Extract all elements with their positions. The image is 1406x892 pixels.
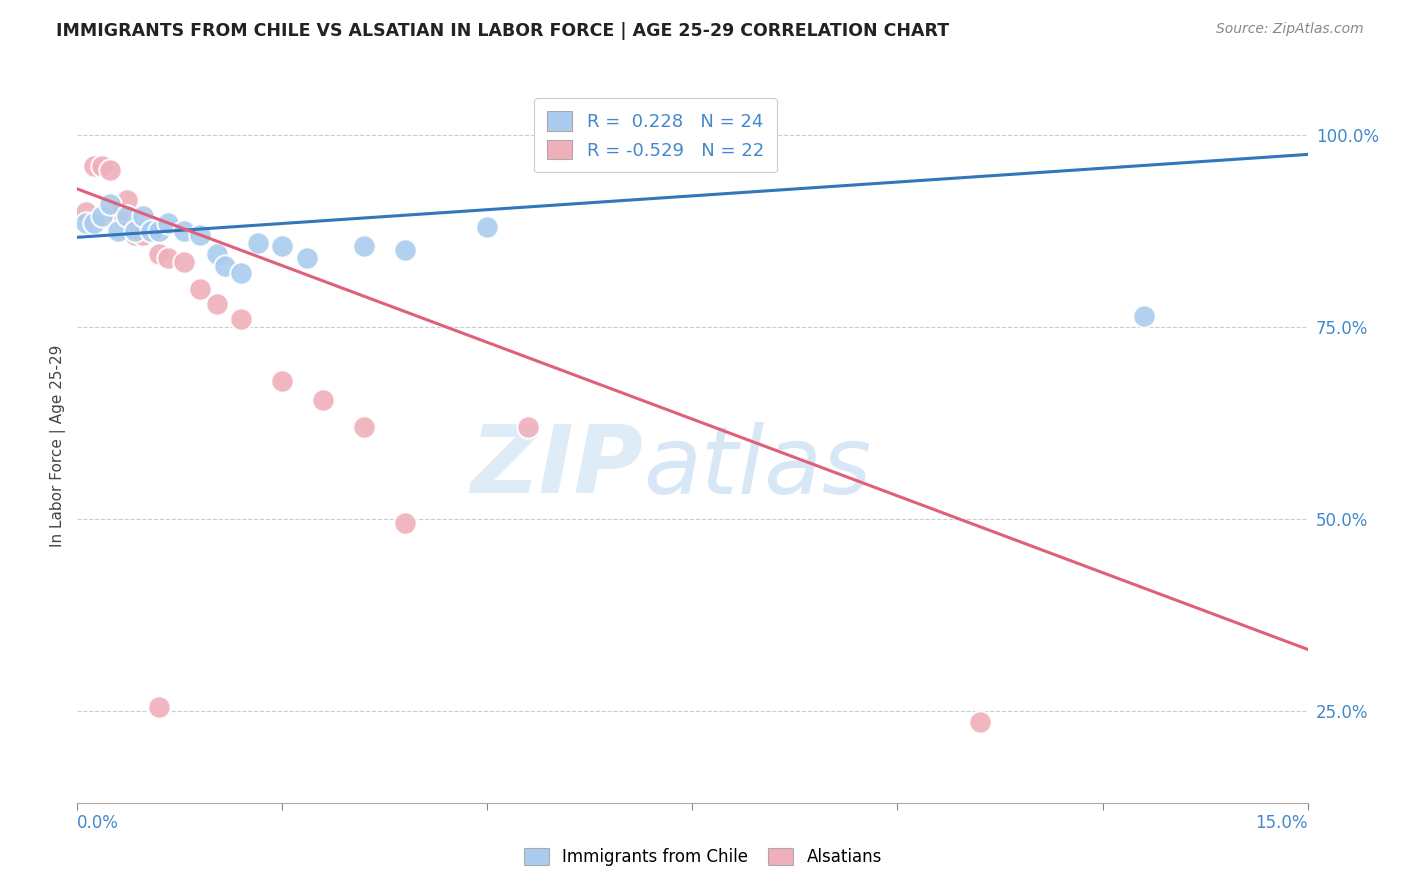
Point (90, 159, 114, 173)
Point (90, 209, 114, 223)
Point (83, 217, 105, 231)
Legend: Immigrants from Chile, Alsatians: Immigrants from Chile, Alsatians (517, 841, 889, 873)
Text: 0.0%: 0.0% (77, 814, 120, 832)
Point (231, 266, 253, 280)
Point (214, 259, 236, 273)
Point (205, 297, 228, 311)
Point (148, 224, 170, 238)
Point (115, 194, 138, 208)
Point (188, 282, 212, 296)
Point (477, 220, 499, 235)
Point (156, 217, 179, 231)
Point (231, 312, 253, 326)
Point (271, 239, 294, 253)
Point (83, 159, 105, 173)
Text: 15.0%: 15.0% (1256, 814, 1308, 832)
Point (124, 227, 146, 242)
Point (517, 419, 540, 434)
Text: IMMIGRANTS FROM CHILE VS ALSATIAN IN LABOR FORCE | AGE 25-29 CORRELATION CHART: IMMIGRANTS FROM CHILE VS ALSATIAN IN LAB… (56, 22, 949, 40)
Legend: R =  0.228   N = 24, R = -0.529   N = 22: R = 0.228 N = 24, R = -0.529 N = 22 (534, 98, 776, 172)
Point (295, 251, 318, 265)
Point (394, 244, 416, 258)
Point (115, 209, 138, 223)
Point (124, 224, 146, 238)
Point (1132, 309, 1154, 323)
Point (173, 255, 195, 269)
Point (141, 224, 163, 238)
Y-axis label: In Labor Force | Age 25-29: In Labor Force | Age 25-29 (51, 345, 66, 547)
Point (205, 247, 228, 261)
Point (156, 251, 179, 265)
Text: atlas: atlas (644, 422, 872, 513)
Point (141, 224, 163, 238)
Point (173, 224, 195, 238)
Point (132, 209, 155, 223)
Point (271, 374, 294, 388)
Point (75, 205, 97, 219)
Point (148, 247, 170, 261)
Point (75, 217, 97, 231)
Point (107, 224, 129, 238)
Point (107, 205, 129, 219)
Point (312, 392, 335, 407)
Text: Source: ZipAtlas.com: Source: ZipAtlas.com (1216, 22, 1364, 37)
Point (148, 699, 170, 714)
Text: ZIP: ZIP (471, 421, 644, 514)
Point (353, 239, 375, 253)
Point (98, 162, 121, 177)
Point (394, 516, 416, 530)
Point (188, 227, 212, 242)
Point (969, 715, 991, 730)
Point (98, 197, 121, 211)
Point (353, 419, 375, 434)
Point (132, 227, 155, 242)
Point (246, 235, 269, 250)
Point (640, 144, 662, 158)
